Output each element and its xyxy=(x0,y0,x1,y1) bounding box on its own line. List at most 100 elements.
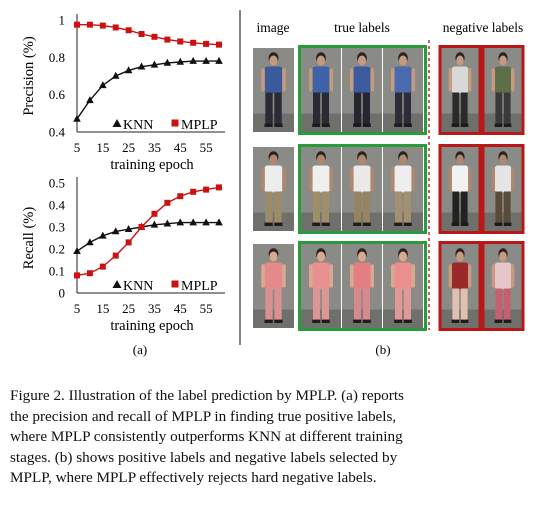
torso xyxy=(264,66,283,94)
true-label-image xyxy=(383,244,423,328)
caption-line: the precision and recall of MPLP in find… xyxy=(10,407,397,425)
leg xyxy=(362,191,370,224)
arm xyxy=(350,68,354,92)
leg xyxy=(274,92,282,125)
shoe xyxy=(403,222,412,226)
data-point-mplp xyxy=(99,263,106,270)
arm xyxy=(448,264,453,288)
arm xyxy=(391,264,395,288)
data-point-knn xyxy=(86,238,94,246)
leg xyxy=(460,92,468,125)
true-label-group xyxy=(298,241,427,331)
negative-label-border xyxy=(481,241,525,331)
true-label-border xyxy=(298,241,427,331)
data-point-knn xyxy=(202,56,210,64)
arm xyxy=(370,264,374,288)
leg xyxy=(452,92,460,125)
data-point-mplp xyxy=(190,39,197,46)
arm xyxy=(411,264,415,288)
data-point-knn xyxy=(150,60,159,68)
leg xyxy=(362,288,370,321)
ground xyxy=(342,309,382,328)
arm xyxy=(261,68,265,92)
y-tick-label: 0 xyxy=(59,286,66,301)
shoe xyxy=(321,123,330,127)
arm xyxy=(370,167,374,191)
example-row xyxy=(253,241,525,331)
torso xyxy=(312,66,330,94)
leg xyxy=(354,92,362,125)
arm xyxy=(282,264,286,288)
face xyxy=(317,154,325,165)
shoe xyxy=(460,222,469,226)
leg xyxy=(503,288,511,321)
series-line-mplp xyxy=(76,186,220,277)
arm xyxy=(448,167,453,191)
face xyxy=(499,55,507,66)
arm xyxy=(391,68,395,92)
query-image xyxy=(253,48,294,132)
data-point-mplp xyxy=(138,31,145,37)
shoe xyxy=(394,319,403,323)
y-axis-label: Precision (%) xyxy=(21,36,37,115)
ground xyxy=(301,113,341,132)
face xyxy=(456,154,464,165)
negative-label-image xyxy=(484,48,522,132)
leg xyxy=(321,191,329,224)
leg xyxy=(452,191,460,224)
shoe xyxy=(403,319,412,323)
data-point-mplp xyxy=(164,36,171,43)
torso xyxy=(312,165,330,193)
x-tick-label: 45 xyxy=(174,301,187,316)
thumbnail-grid xyxy=(253,45,525,331)
shoe xyxy=(264,319,273,323)
data-point-knn xyxy=(215,56,223,64)
data-point-knn xyxy=(73,247,81,254)
shoe xyxy=(321,319,330,323)
data-point-mplp xyxy=(86,270,93,277)
series-line-knn xyxy=(76,221,219,252)
face xyxy=(317,251,325,262)
shoe xyxy=(503,222,512,226)
data-point-mplp xyxy=(74,21,80,28)
x-tick-label: 25 xyxy=(122,301,135,316)
shoe xyxy=(362,222,371,226)
arm xyxy=(350,264,354,288)
data-point-mplp xyxy=(112,24,119,31)
arm xyxy=(391,167,395,191)
shoe xyxy=(494,319,503,323)
data-point-knn xyxy=(86,96,94,104)
recall-chart: 0 0.1 0.2 0.3 0.4 0.5 5 15 25 35 45 55 training epoc… xyxy=(21,176,225,334)
true-label-group xyxy=(298,45,427,135)
torso xyxy=(451,262,469,290)
data-point-knn xyxy=(202,218,210,226)
data-point-mplp xyxy=(190,188,197,195)
data-point-knn xyxy=(163,219,172,227)
data-point-mplp xyxy=(86,21,93,28)
shoe xyxy=(264,123,273,127)
arm xyxy=(370,68,374,92)
query-image xyxy=(253,147,294,231)
arm xyxy=(510,68,515,92)
leg xyxy=(274,288,282,321)
data-point-mplp xyxy=(151,210,158,217)
leg xyxy=(403,288,411,321)
ground xyxy=(383,113,423,132)
shoe xyxy=(362,123,371,127)
legend-label-knn: KNN xyxy=(123,279,153,294)
data-point-mplp xyxy=(151,33,158,40)
arm xyxy=(491,68,496,92)
data-point-knn xyxy=(163,58,172,66)
leg xyxy=(321,288,329,321)
shoe xyxy=(394,222,403,226)
arm xyxy=(309,167,313,191)
caption-line: Figure 2. Illustration of the label pred… xyxy=(10,387,404,404)
leg xyxy=(495,288,503,321)
true-label-image xyxy=(301,147,341,231)
leg xyxy=(265,191,273,224)
data-point-mplp xyxy=(164,199,171,206)
shoe xyxy=(362,319,371,323)
leg xyxy=(495,191,503,224)
torso xyxy=(353,66,371,94)
